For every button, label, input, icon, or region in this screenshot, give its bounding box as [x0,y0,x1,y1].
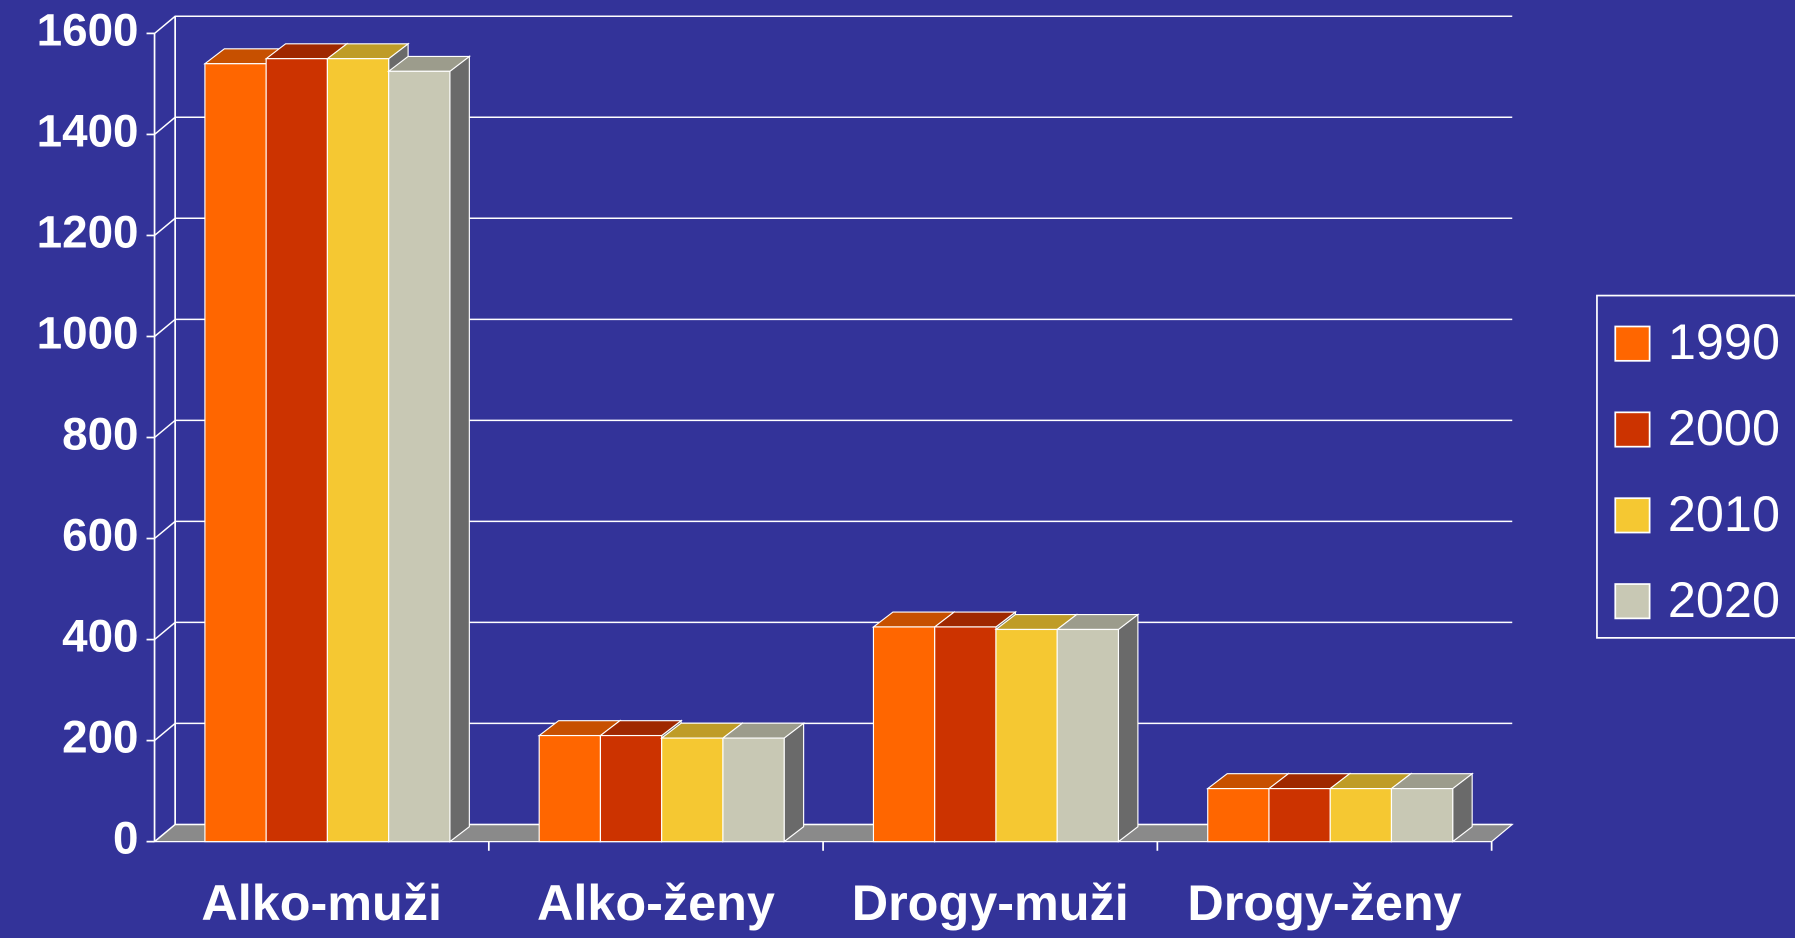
bar-front [326,58,390,843]
bar-front [599,734,663,843]
y-tick-label: 1600 [37,5,139,56]
bar [1055,613,1140,843]
y-tick-label: 1000 [37,308,139,359]
bar [386,55,472,843]
legend-box [1596,294,1795,639]
legend-label: 1990 [1668,313,1780,370]
grid-line [154,116,1513,136]
bar-side [1117,613,1139,843]
legend-swatch [1614,411,1651,448]
x-tick-label: Alko-ženy [537,874,775,931]
bar-front [265,58,328,843]
y-tick-label: 200 [62,712,138,763]
bar-front [1329,788,1393,843]
legend-swatch [1614,583,1651,620]
bar-front [1056,628,1120,843]
grid-line [154,419,1513,439]
bar-front [1268,788,1331,843]
legend-label: 2000 [1668,399,1780,456]
y-tick-label: 400 [62,611,138,662]
bar-front [661,737,724,843]
legend-label: 2020 [1668,571,1780,628]
bar-side [449,55,470,843]
bar-front [204,63,267,843]
y-tick-label: 800 [62,409,138,460]
bar-front [1207,788,1270,843]
legend-label: 2010 [1668,485,1780,542]
bar-front [995,628,1058,843]
x-tick-label: Drogy-ženy [1187,874,1461,931]
bar [1389,772,1474,843]
legend-swatch [1614,497,1651,534]
bar-side [783,722,805,843]
y-tick-label: 1400 [37,106,139,157]
bar-front [538,734,602,843]
bar-front [722,737,785,843]
bar [721,722,806,843]
grid-line [154,217,1513,237]
y-tick-label: 600 [62,510,138,561]
bar-front [1390,788,1454,843]
grid-line [154,318,1513,338]
grid-line [154,15,1513,34]
legend-swatch [1614,325,1651,362]
y-tick-label: 0 [113,813,138,864]
bar-front [388,70,451,843]
grid-line [154,520,1513,540]
x-tick-label: Drogy-muži [852,874,1129,931]
bar-front [872,626,936,843]
y-tick-label: 1200 [37,207,139,258]
x-tick-label: Alko-muži [201,874,442,931]
bar-front [934,626,997,843]
